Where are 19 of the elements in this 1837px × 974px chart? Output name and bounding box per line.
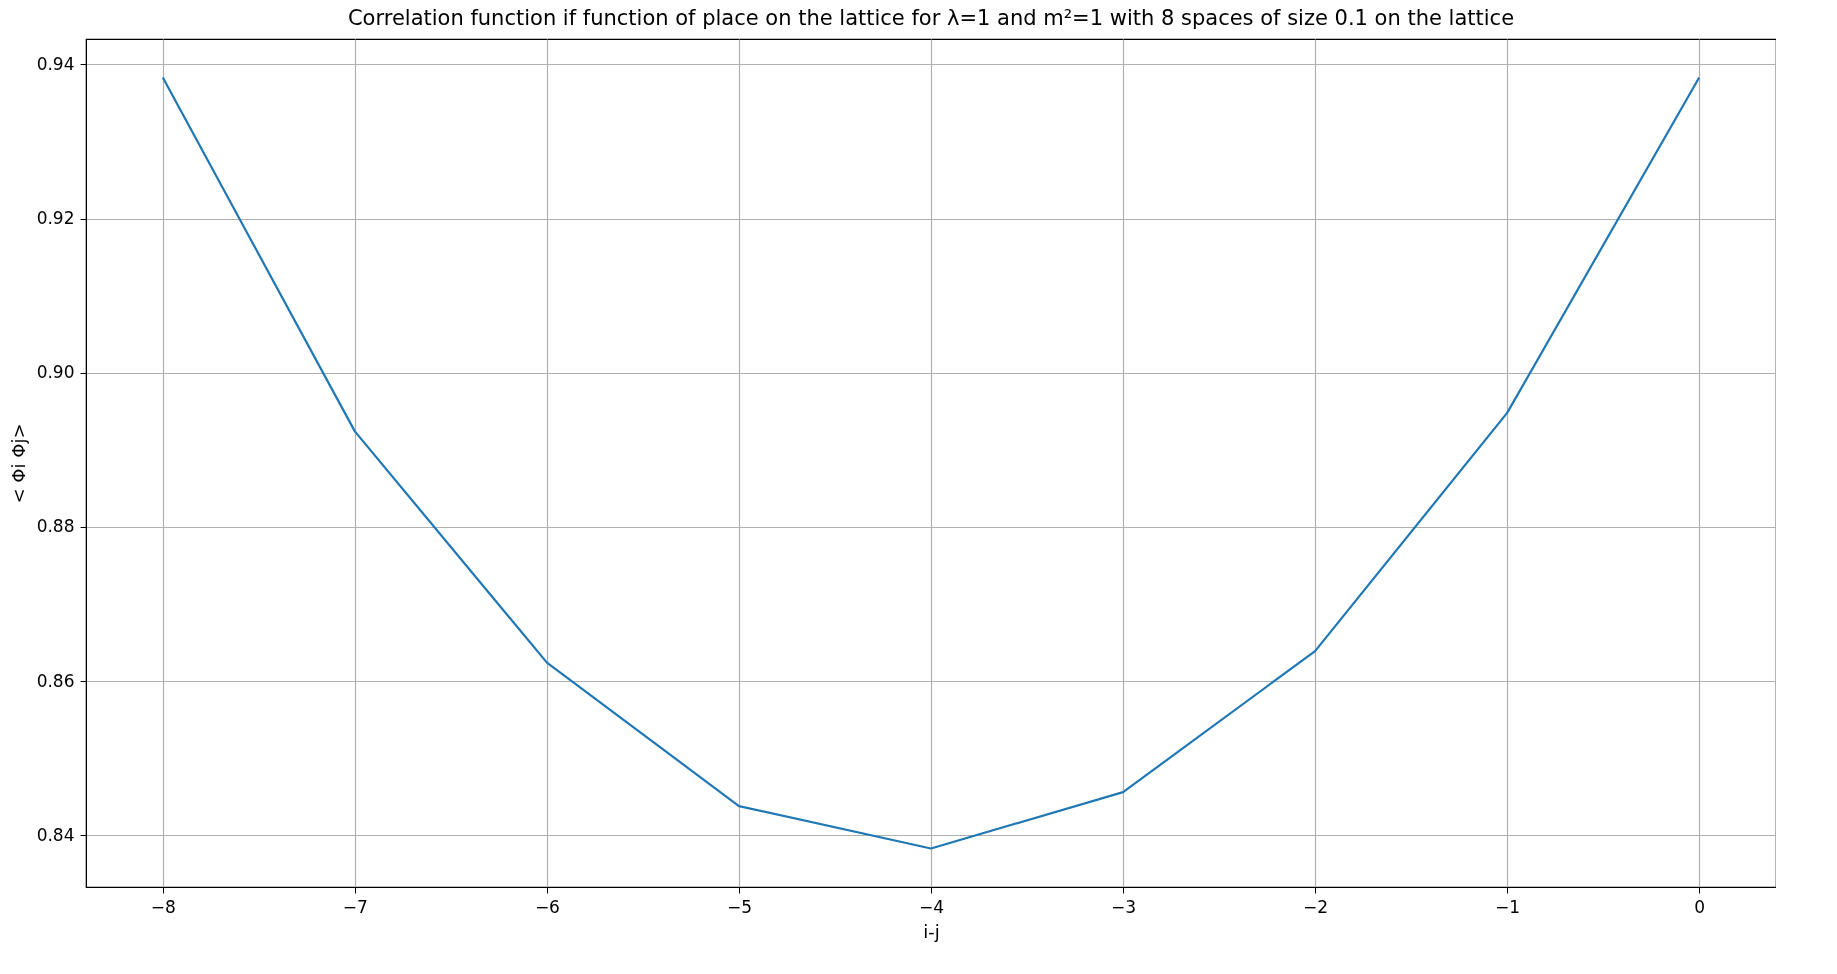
y-tick-label: 0.90	[36, 362, 75, 383]
x-tick-label: −8	[150, 896, 176, 917]
x-axis-title: i-j	[923, 920, 940, 942]
x-tick-label: −1	[1495, 896, 1521, 917]
y-tick-label: 0.88	[36, 516, 75, 537]
chart-title: Correlation function if function of place on the lattice for λ=1 and m²=1 with 8 spaces of size 0.1 on the lattice	[347, 6, 1515, 30]
y-tick-label: 0.92	[36, 208, 75, 229]
line-series	[161, 76, 1701, 850]
x-tick-label: −4	[918, 896, 945, 917]
x-tick-label: −5	[726, 896, 752, 917]
x-tick-label: 0	[1694, 896, 1706, 917]
x-tick-label: −3	[1111, 896, 1137, 917]
x-tick-label: −6	[534, 896, 560, 917]
y-tick-label: 0.94	[36, 53, 75, 74]
y-tick-label: 0.84	[36, 824, 75, 845]
y-tick-label: 0.86	[36, 670, 75, 691]
x-tick-label: −7	[342, 896, 368, 917]
x-tick-label: −2	[1303, 896, 1329, 917]
y-axis-title: < Φi Φj>	[7, 423, 29, 504]
